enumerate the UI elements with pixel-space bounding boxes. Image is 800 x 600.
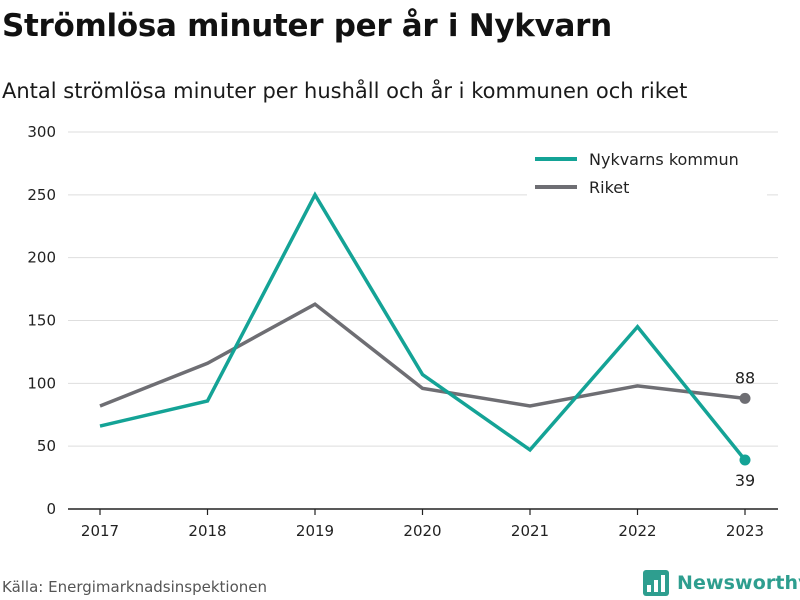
series-end-value-label: 39 (735, 471, 755, 490)
x-tick-label: 2018 (188, 522, 226, 540)
y-tick-label: 250 (27, 186, 56, 204)
chart-subtitle: Antal strömlösa minuter per hushåll och … (2, 79, 688, 103)
y-tick-label: 200 (27, 249, 56, 267)
chart-gridlines (68, 131, 778, 447)
x-tick-label: 2023 (726, 522, 764, 540)
x-tick-label: 2019 (296, 522, 334, 540)
brand-logo: Newsworthy (643, 570, 800, 596)
series-line-riket (99, 302, 746, 408)
chart-series: 39 88 (99, 191, 755, 490)
legend-background (527, 144, 767, 199)
series-end-value-label: 88 (735, 368, 755, 387)
legend-label: Nykvarns kommun (589, 150, 739, 169)
chart-legend: Nykvarns kommun Riket (527, 144, 767, 199)
x-tick-label: 2021 (511, 522, 549, 540)
y-tick-label: 100 (27, 374, 56, 392)
x-tick-label: 2017 (81, 522, 119, 540)
y-tick-label: 150 (27, 312, 56, 330)
y-tick-label: 50 (37, 437, 56, 455)
newsworthy-logo-icon (643, 570, 669, 596)
source-note: Källa: Energimarknadsinspektionen (2, 578, 268, 596)
x-axis: 2017 2018 2019 2020 2021 2022 2023 (68, 508, 778, 540)
series-line-nykvarns-kommun (99, 191, 747, 462)
x-tick-label: 2022 (618, 522, 656, 540)
series-endpoint-marker (739, 454, 751, 466)
y-tick-label: 300 (27, 123, 56, 141)
brand-name: Newsworthy (677, 572, 800, 594)
y-tick-label: 0 (46, 500, 56, 518)
x-tick-label: 2020 (403, 522, 441, 540)
chart-title: Strömlösa minuter per år i Nykvarn (2, 8, 612, 44)
y-axis-tick-labels: 0 50 100 150 200 250 300 (27, 123, 56, 518)
legend-label: Riket (589, 178, 629, 197)
series-endpoint-marker (739, 392, 751, 404)
